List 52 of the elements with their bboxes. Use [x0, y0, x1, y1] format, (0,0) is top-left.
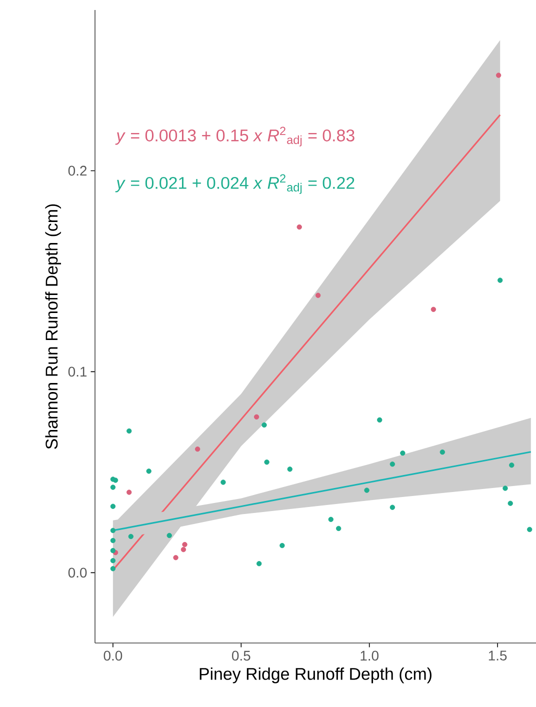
point — [166, 532, 172, 538]
point — [126, 490, 132, 495]
point — [126, 428, 132, 434]
point — [508, 500, 513, 506]
point — [336, 526, 342, 532]
annotation: y = 0.0013 + 0.15 x R$^{2}$$_{adj}$ = 0.83 — [115, 126, 354, 146]
point — [390, 504, 396, 510]
point — [110, 548, 116, 554]
point — [110, 504, 116, 509]
point — [280, 542, 285, 548]
x-tick-label: 1.5 — [488, 650, 507, 661]
point — [296, 224, 302, 230]
point — [502, 486, 508, 491]
x-tick-label: 0.0 — [104, 650, 122, 661]
point — [498, 278, 503, 283]
point — [390, 462, 396, 467]
point — [146, 468, 152, 474]
point — [256, 561, 262, 566]
point — [496, 72, 502, 78]
point — [400, 450, 406, 456]
point — [287, 466, 292, 472]
x-axis-title: Piney Ridge Runoff Depth (cm) — [200, 667, 432, 684]
point — [377, 417, 382, 423]
point — [527, 526, 532, 532]
point — [254, 414, 260, 420]
point — [110, 484, 116, 490]
point — [110, 538, 116, 544]
point — [430, 306, 436, 312]
y-axis-title: Shannon Run Runoff Depth (cm) — [45, 204, 61, 449]
point — [173, 555, 178, 560]
point — [315, 292, 321, 298]
y-tick-label: 0.0 — [68, 568, 87, 578]
point — [180, 546, 186, 552]
point — [328, 516, 334, 522]
point — [509, 462, 514, 468]
point — [110, 558, 116, 564]
point — [262, 422, 267, 428]
y-tick-label: 0.1 — [68, 366, 87, 377]
x-tick-label: 0.5 — [232, 650, 250, 661]
point — [110, 528, 116, 534]
point — [128, 534, 134, 540]
x-tick-label: 1.0 — [360, 650, 379, 661]
point — [194, 446, 200, 452]
point — [220, 480, 226, 485]
point — [112, 478, 118, 483]
point — [264, 460, 270, 465]
point — [364, 488, 370, 493]
point — [182, 542, 188, 548]
y-tick-label: 0.2 — [68, 166, 87, 176]
annotation: y = 0.021 + 0.024 x R$^{2}$$_{adj}$ = 0.22 — [115, 174, 354, 194]
point — [110, 566, 116, 572]
point — [440, 450, 446, 455]
